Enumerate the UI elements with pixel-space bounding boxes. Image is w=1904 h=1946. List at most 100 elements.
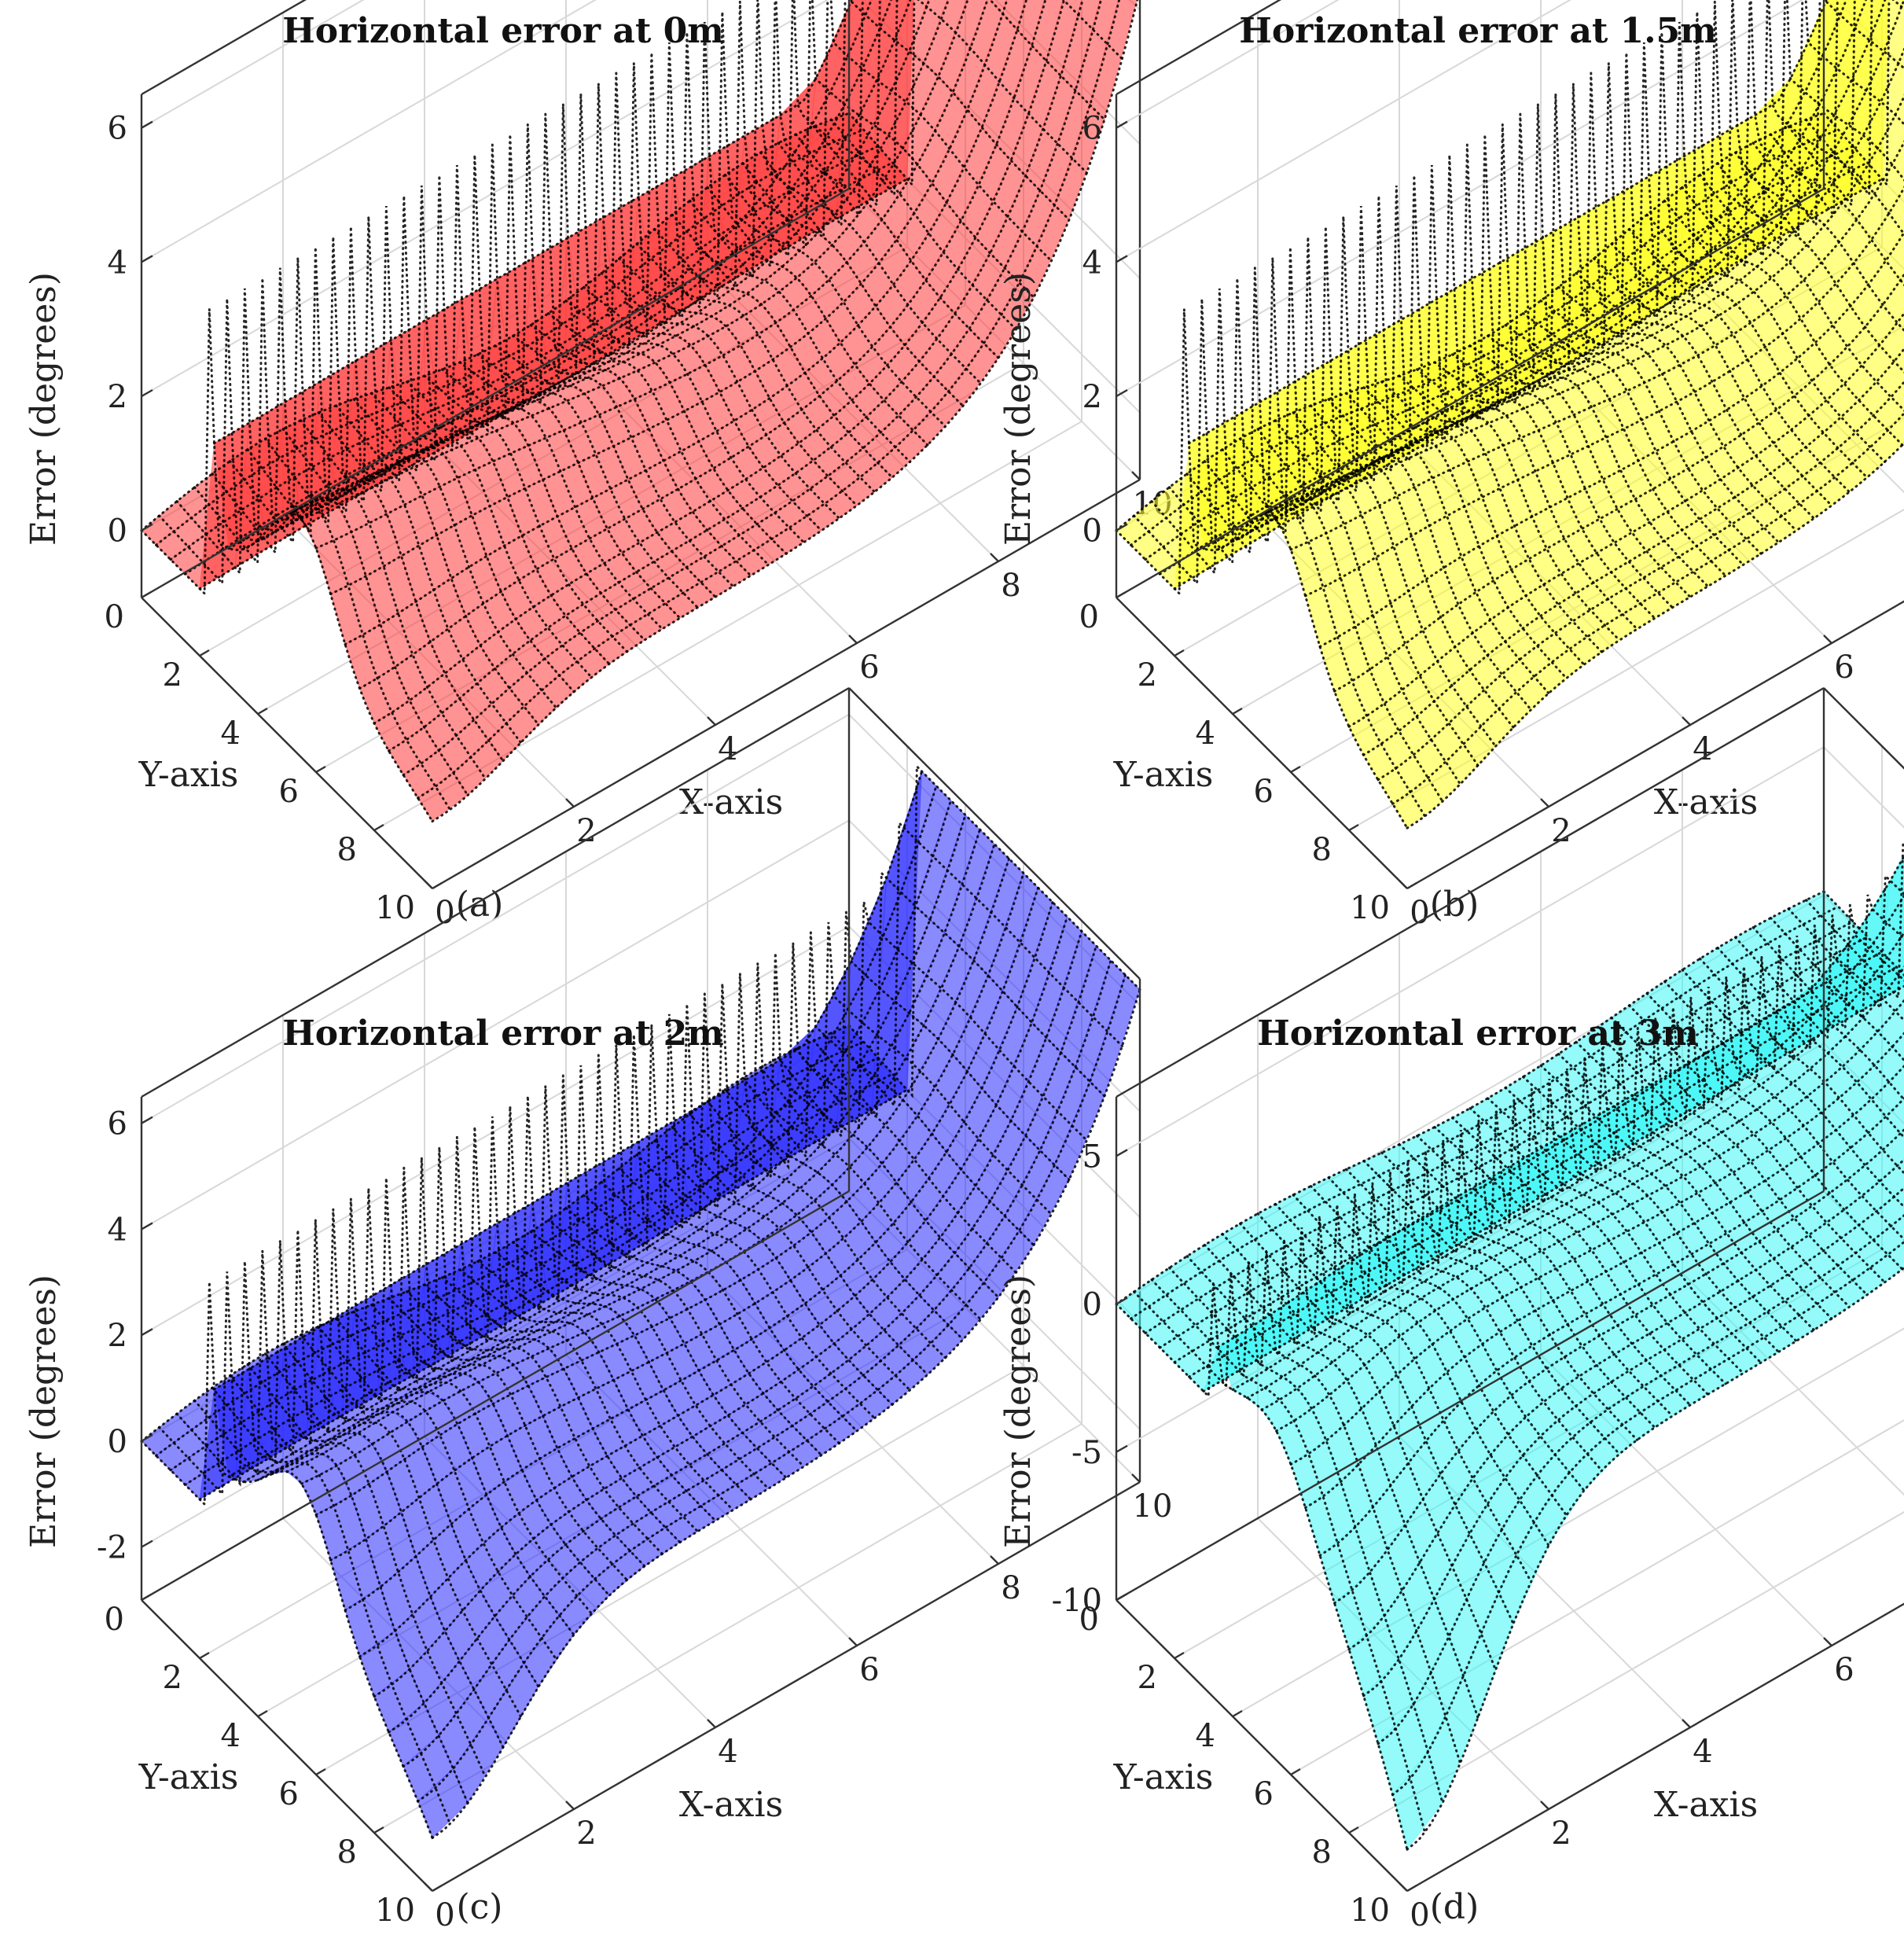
y-tick-label: 10 [375, 890, 415, 926]
mesh-line-x [812, 0, 1106, 208]
x-tick-label: 0 [1410, 1897, 1429, 1933]
mesh-line-y [169, 145, 880, 561]
box-edge [141, 0, 307, 96]
x-tick [848, 635, 858, 644]
mesh-line-y [300, 0, 969, 521]
x-tick [1540, 1801, 1549, 1810]
z-tick [141, 120, 153, 129]
z-tick-label: 6 [108, 111, 127, 147]
z-axis-label: Error (degrees) [998, 272, 1038, 546]
z-tick-label: -5 [1071, 1435, 1102, 1471]
z-tick [141, 388, 153, 398]
mesh-line-x [423, 144, 717, 598]
mesh-line-x [175, 288, 469, 796]
surface-patch [1031, 0, 1064, 62]
x-tick [1682, 716, 1691, 726]
y-tick [432, 1884, 443, 1893]
wall-grid-z [141, 0, 597, 263]
mesh-lines [140, 0, 1139, 823]
x-tick [990, 1555, 999, 1565]
mesh-line-y [140, 112, 851, 532]
y-tick [315, 1768, 326, 1776]
z-tick [141, 255, 153, 263]
x-tick [424, 1882, 433, 1892]
y-tick-label: 4 [221, 1718, 241, 1754]
y-tick-label: 2 [163, 657, 182, 693]
x-tick-label: 2 [1551, 1815, 1571, 1852]
mesh-line-y [358, 0, 1047, 690]
x-tick [707, 1719, 716, 1728]
z-tick-label: 4 [1082, 245, 1102, 281]
panel-caption: (d) [1430, 1887, 1479, 1927]
z-tick-label: 4 [108, 1212, 127, 1248]
y-tick [1232, 707, 1243, 715]
box-edge [141, 597, 433, 889]
x-tick-label: 4 [718, 1734, 737, 1770]
mesh-line-x [406, 154, 699, 609]
z-tick [141, 1116, 153, 1124]
mesh-line-x [317, 206, 611, 665]
wall-grid-z [141, 0, 365, 129]
mesh-line-x [706, 0, 1000, 359]
y-tick [373, 1826, 384, 1834]
z-tick-label: 2 [1082, 379, 1102, 415]
mesh-line-y [329, 0, 1009, 596]
mesh-line-y [431, 0, 1139, 823]
z-tick-label: 2 [108, 379, 127, 415]
wall-grid-z [1116, 0, 1340, 129]
wall-grid-z [1116, 0, 1571, 263]
z-tick-label: 5 [1082, 1139, 1102, 1175]
mesh-line-x [458, 123, 752, 577]
y-axis-label: Y-axis [138, 1757, 239, 1797]
y-axis-label: Y-axis [1113, 1757, 1214, 1797]
z-axis-label: Error (degrees) [998, 1275, 1038, 1548]
box-edge [432, 478, 1141, 890]
surface-patch [989, 0, 1007, 15]
panel-d: -10-50502468100246810Horizontal error at… [998, 686, 1904, 1933]
z-tick-label: 6 [108, 1106, 127, 1142]
mesh-line-y [155, 128, 865, 546]
x-tick [1540, 798, 1549, 807]
x-tick-label: 10 [1133, 1488, 1173, 1525]
wall-grid-z [141, 0, 829, 397]
y-tick-label: 0 [105, 1602, 124, 1638]
y-tick-label: 0 [105, 599, 124, 635]
z-tick-label: 0 [1082, 1287, 1102, 1323]
z-tick-label: 0 [108, 1424, 127, 1460]
y-tick-label: 6 [279, 774, 299, 810]
mesh-line-y [417, 0, 1121, 800]
x-tick [424, 880, 433, 889]
mesh-line-x [388, 164, 682, 620]
y-tick-label: 4 [221, 715, 241, 752]
box-edge [141, 187, 850, 599]
surface-patch [1075, 0, 1119, 106]
y-axis-label: Y-axis [138, 755, 239, 795]
mesh-line-y [198, 178, 909, 590]
y-tick [199, 1651, 210, 1660]
x-tick [1682, 1719, 1691, 1728]
y-tick-label: 10 [1350, 890, 1390, 926]
y-tick-label: 0 [1079, 1602, 1099, 1638]
wall-grid-z [1116, 0, 1804, 397]
mesh-line-x [724, 0, 1017, 331]
x-axis-label: X-axis [1654, 782, 1758, 822]
y-tick-label: 6 [279, 1776, 299, 1812]
mesh-line-x [830, 0, 1123, 198]
mesh-line-x [140, 308, 434, 823]
y-tick-label: 0 [1079, 599, 1099, 635]
mesh-line-y [314, 0, 989, 550]
axes-box [140, 0, 1141, 890]
y-tick [1348, 1826, 1359, 1834]
z-tick [1116, 1149, 1128, 1157]
surface-patch [1089, 0, 1138, 121]
z-axis-label: Error (degrees) [24, 272, 64, 546]
mesh-line-x [441, 134, 734, 588]
x-tick [565, 1801, 575, 1810]
y-tick-label: 4 [1196, 1718, 1215, 1754]
x-axis-label: X-axis [679, 1785, 783, 1825]
y-tick [257, 1709, 268, 1718]
mesh-line-y [402, 0, 1103, 777]
x-tick-label: 6 [1834, 1652, 1854, 1688]
mesh-line-y [373, 0, 1066, 725]
